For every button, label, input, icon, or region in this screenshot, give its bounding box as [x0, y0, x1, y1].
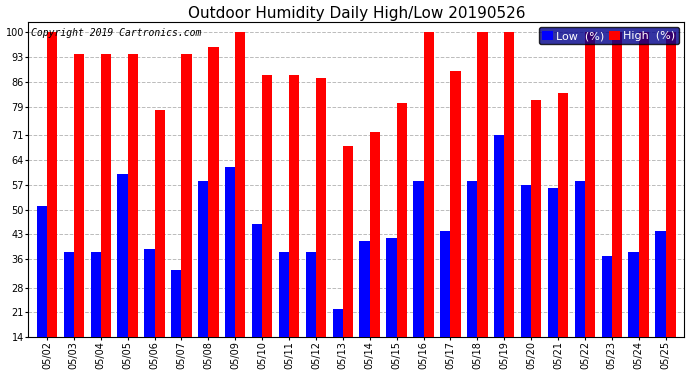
Bar [397, 103, 407, 337]
Bar [316, 78, 326, 337]
Bar [639, 32, 649, 337]
Bar [370, 132, 380, 337]
Bar [279, 252, 289, 337]
Bar [575, 181, 585, 337]
Bar [333, 309, 343, 337]
Bar [37, 206, 47, 337]
Bar [63, 252, 74, 337]
Bar [386, 238, 397, 337]
Bar [494, 135, 504, 337]
Bar [128, 54, 138, 337]
Bar [612, 32, 622, 337]
Bar [171, 270, 181, 337]
Bar [101, 54, 111, 337]
Bar [504, 32, 515, 337]
Bar [359, 242, 370, 337]
Bar [306, 252, 316, 337]
Bar [90, 252, 101, 337]
Bar [252, 224, 262, 337]
Bar [413, 181, 424, 337]
Bar [47, 32, 57, 337]
Bar [198, 181, 208, 337]
Bar [235, 32, 246, 337]
Bar [343, 146, 353, 337]
Bar [629, 252, 639, 337]
Bar [602, 256, 612, 337]
Bar [585, 32, 595, 337]
Bar [208, 46, 219, 337]
Bar [440, 231, 451, 337]
Legend: Low  (%), High  (%): Low (%), High (%) [538, 27, 679, 44]
Bar [155, 110, 165, 337]
Bar [262, 75, 273, 337]
Bar [117, 174, 128, 337]
Bar [656, 231, 666, 337]
Bar [521, 185, 531, 337]
Bar [424, 32, 434, 337]
Bar [181, 54, 192, 337]
Bar [548, 188, 558, 337]
Bar [666, 32, 676, 337]
Bar [144, 249, 155, 337]
Bar [451, 71, 461, 337]
Text: Copyright 2019 Cartronics.com: Copyright 2019 Cartronics.com [31, 28, 201, 38]
Bar [289, 75, 299, 337]
Title: Outdoor Humidity Daily High/Low 20190526: Outdoor Humidity Daily High/Low 20190526 [188, 6, 525, 21]
Bar [74, 54, 84, 337]
Bar [467, 181, 477, 337]
Bar [531, 100, 542, 337]
Bar [225, 167, 235, 337]
Bar [477, 32, 488, 337]
Bar [558, 93, 569, 337]
